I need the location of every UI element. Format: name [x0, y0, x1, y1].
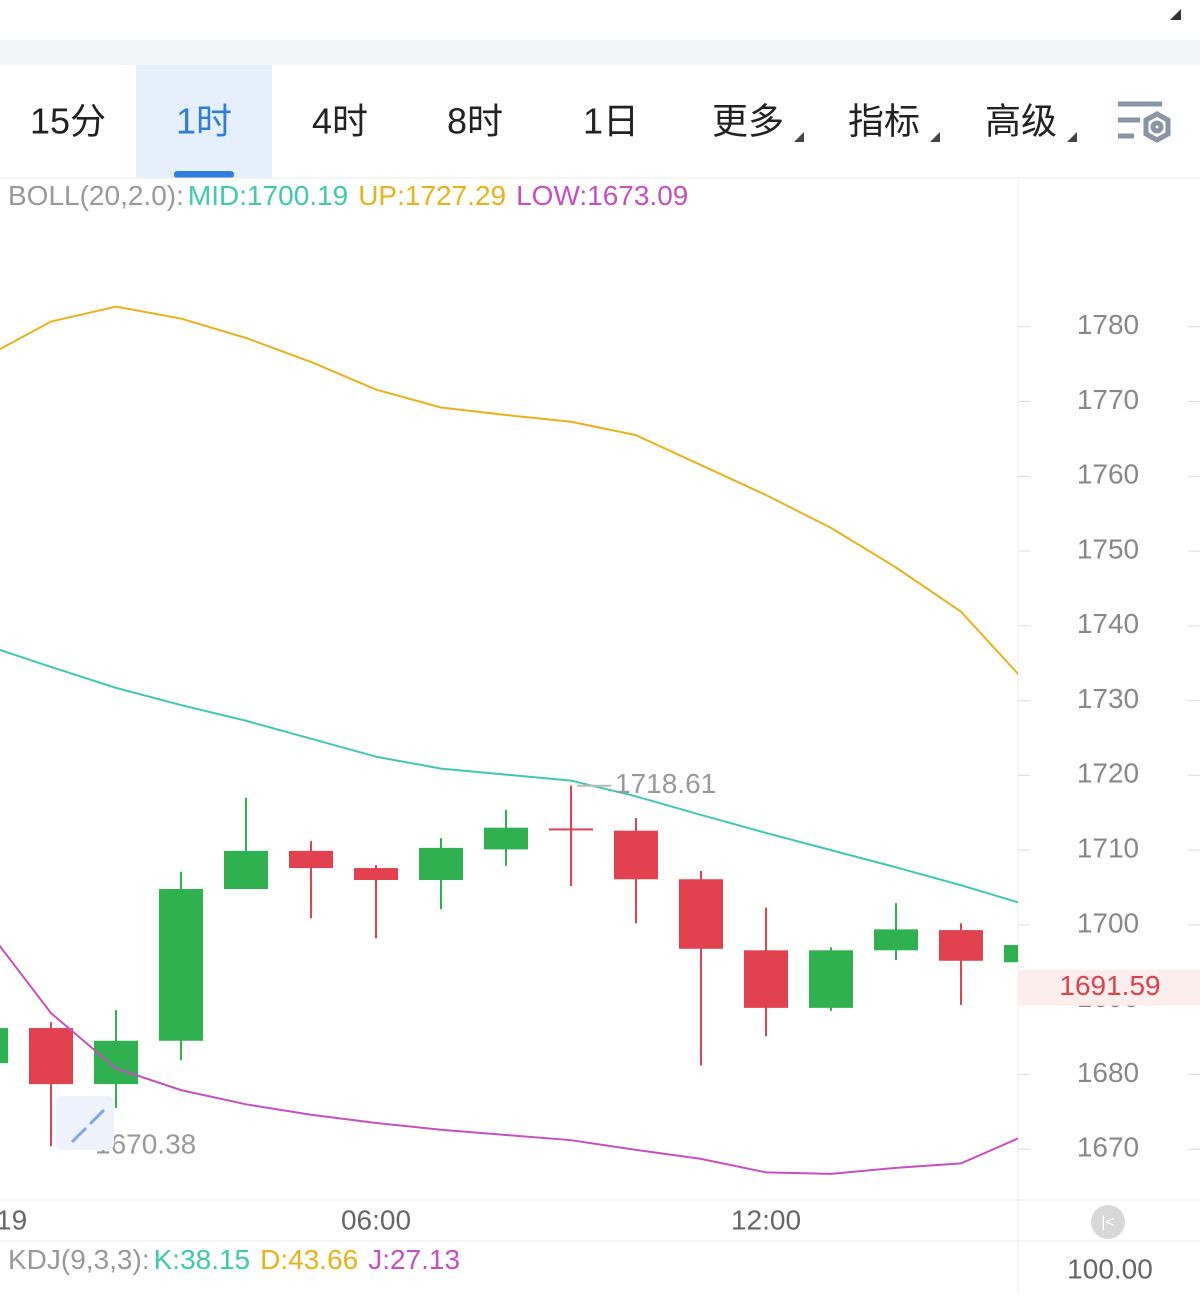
icon-bg [56, 1096, 114, 1150]
y-tick-label: 1730 [1077, 683, 1139, 714]
tab[interactable]: 8时 [447, 101, 503, 142]
indicator-legend: BOLL(20,2.0): MID:1700.19 UP:1727.29 LOW:16… [8, 180, 688, 211]
legend-text: J:27.13 [368, 1244, 460, 1275]
tab-bar: 15分 1时 4时 8时 1日 更多 指标 高级 [30, 65, 1077, 178]
last-price-label: 1691.59 [1059, 970, 1160, 1001]
tab[interactable]: 15分 [30, 101, 106, 142]
candle-body [289, 850, 333, 869]
candle-body [679, 879, 723, 949]
candle-body [94, 1040, 138, 1085]
tab[interactable]: 高级 [985, 101, 1057, 142]
icon-gear-center [1150, 120, 1164, 134]
plot-area [0, 305, 1018, 1175]
chart: BOLL(20,2.0): MID:1700.19 UP:1727.29 LOW:16… [0, 180, 1200, 1235]
y-tick-label: 1670 [1077, 1132, 1139, 1163]
settings-icon[interactable] [1118, 101, 1171, 143]
candle-body [614, 830, 658, 880]
icon-arrow [70, 1126, 88, 1144]
y-tick-label: 1770 [1077, 384, 1139, 415]
legend-text: MID:1700.19 [188, 180, 348, 211]
candle-body [484, 827, 528, 850]
tab-highlight [136, 65, 272, 178]
k-button[interactable] [1091, 1205, 1125, 1239]
tab-underline [174, 171, 234, 178]
icon-gear [1143, 111, 1171, 143]
k-button-icon: |< [1101, 1214, 1115, 1231]
legend-text: K:38.15 [154, 1244, 251, 1275]
y-tick-label: 1750 [1077, 533, 1139, 564]
candle-body [419, 847, 463, 881]
candle-body [549, 828, 593, 831]
tab[interactable]: 更多 [712, 101, 784, 142]
candle-body [1004, 945, 1018, 963]
x-tick-label: 12:00 [731, 1204, 801, 1235]
x-tick-label: 19 [0, 1204, 27, 1235]
candle-body [159, 888, 203, 1041]
y-tick-label: 1680 [1077, 1057, 1139, 1088]
candle-body [224, 850, 268, 889]
status-icon [1170, 9, 1181, 20]
expand-icon[interactable] [56, 1096, 114, 1150]
y-tick-label: 1700 [1077, 907, 1139, 938]
legend-text: D:43.66 [260, 1244, 358, 1275]
candle-body [354, 868, 398, 881]
kdj-legend: KDJ(9,3,3): K:38.15 D:43.66 J:27.13 [8, 1244, 460, 1275]
dropdown-arrow [794, 132, 804, 142]
candle-body [939, 930, 983, 961]
tab[interactable]: 1时 [176, 101, 232, 142]
tab[interactable]: 4时 [312, 101, 368, 142]
y-tick-label: 1710 [1077, 833, 1139, 864]
tab[interactable]: 指标 [848, 101, 920, 142]
x-tick-label: 06:00 [341, 1204, 411, 1235]
candle-body [874, 929, 918, 951]
band-line [0, 305, 1018, 676]
band-line [0, 944, 1018, 1175]
last-price-bg [1018, 969, 1200, 1006]
divider-strip [0, 40, 1200, 65]
icon-arrow [88, 1108, 106, 1126]
band-line [0, 648, 1018, 904]
candle-body [29, 1028, 73, 1085]
y-tick-label: 1780 [1077, 309, 1139, 340]
legend-text: BOLL(20,2.0): [8, 180, 184, 211]
y-tick-label: 1760 [1077, 459, 1139, 490]
legend-text: LOW:1673.09 [516, 180, 688, 211]
dropdown-arrow [930, 132, 940, 142]
candle-body [744, 950, 788, 1008]
y-tick-label: 100.00 [1067, 1253, 1153, 1284]
legend-text: UP:1727.29 [358, 180, 506, 211]
dropdown-arrow [1067, 132, 1077, 142]
candle-body [0, 1028, 8, 1064]
y-tick-label: 1720 [1077, 758, 1139, 789]
y-tick-label: 1740 [1077, 608, 1139, 639]
legend-text: KDJ(9,3,3): [8, 1244, 150, 1275]
kdj-panel: KDJ(9,3,3): K:38.15 D:43.66 J:27.13 100.00 [8, 1244, 1153, 1284]
candle-body [809, 950, 853, 1008]
annotation-label: 1718.61 [615, 768, 716, 799]
tab[interactable]: 1日 [583, 101, 639, 142]
